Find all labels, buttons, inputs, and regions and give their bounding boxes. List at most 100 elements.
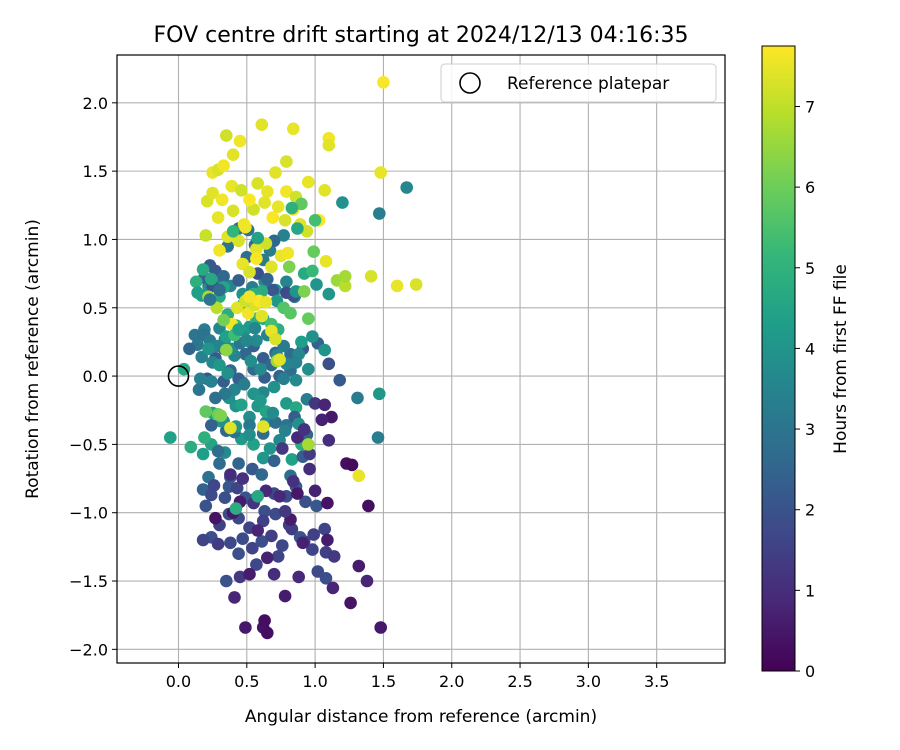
data-point: [213, 457, 226, 470]
data-point: [218, 491, 232, 505]
data-point: [236, 532, 249, 545]
data-point: [291, 222, 304, 235]
data-point: [280, 185, 293, 198]
data-point: [251, 231, 264, 245]
data-point: [250, 242, 263, 256]
data-point: [409, 278, 423, 291]
data-point: [295, 335, 308, 349]
data-point: [277, 229, 291, 242]
y-axis-ticks: −2.0 −1.5 −1.0 −0.5 0.0 0.5 1.0 1.5 2.0: [69, 94, 117, 659]
data-point: [221, 367, 234, 380]
data-point: [306, 330, 319, 343]
data-point: [292, 570, 306, 584]
data-point: [374, 166, 388, 179]
data-point: [235, 398, 248, 412]
data-point: [205, 272, 218, 286]
data-point: [352, 559, 366, 573]
data-point: [297, 423, 311, 436]
data-point: [322, 357, 336, 371]
data-point: [236, 472, 249, 485]
data-point: [302, 362, 315, 376]
data-point: [256, 514, 270, 528]
data-point: [206, 186, 219, 200]
data-point: [202, 342, 215, 356]
x-tick-label: 1.5: [371, 672, 396, 691]
data-point: [308, 484, 322, 498]
data-point: [255, 309, 269, 323]
data-point: [255, 535, 269, 548]
data-point: [291, 487, 304, 500]
data-point: [261, 272, 274, 286]
plot-frame: [116, 54, 726, 664]
data-point: [226, 225, 240, 238]
data-point: [289, 356, 303, 369]
colorbar-tick-label: 4: [805, 339, 815, 358]
data-point: [196, 447, 210, 461]
y-axis-label: Rotation from reference (arcmin): [23, 219, 43, 499]
data-point: [239, 621, 252, 634]
data-point: [373, 387, 386, 401]
data-point: [318, 184, 332, 197]
data-point: [232, 234, 245, 248]
data-point: [287, 122, 300, 136]
data-point: [377, 76, 390, 89]
data-point: [322, 434, 336, 447]
data-point: [285, 201, 299, 215]
data-point: [276, 442, 289, 455]
data-point: [266, 283, 280, 297]
data-point: [250, 334, 263, 347]
data-point: [235, 184, 248, 197]
data-point: [278, 589, 292, 603]
data-point: [310, 499, 323, 513]
data-point: [280, 155, 293, 168]
data-point: [213, 244, 226, 257]
data-point: [364, 270, 378, 283]
chart-title: FOV centre drift starting at 2024/12/13 …: [154, 23, 689, 48]
data-point: [400, 181, 414, 194]
data-point: [289, 373, 303, 387]
data-point: [338, 270, 352, 283]
data-point: [205, 375, 218, 388]
data-points: [164, 76, 423, 640]
data-point: [281, 246, 295, 260]
data-point: [261, 551, 274, 565]
y-tick-label: 0.5: [83, 299, 108, 318]
data-point: [352, 469, 366, 483]
data-point: [302, 438, 315, 451]
data-point: [228, 591, 241, 604]
x-tick-label: 2.0: [439, 672, 464, 691]
data-point: [198, 431, 211, 444]
data-point: [321, 533, 334, 547]
data-point: [306, 543, 319, 556]
data-point: [280, 275, 293, 289]
data-point: [224, 468, 237, 481]
colorbar-tick-label: 7: [805, 97, 815, 116]
data-point: [374, 621, 388, 634]
data-point: [266, 211, 280, 224]
data-point: [344, 596, 357, 610]
data-point: [192, 383, 206, 397]
data-point: [225, 179, 239, 193]
data-point: [207, 479, 221, 492]
data-point: [307, 528, 321, 541]
data-point: [269, 166, 282, 179]
reference-marker-group: [167, 365, 190, 387]
data-point: [267, 454, 281, 468]
data-point: [232, 274, 245, 287]
colorbar-tick-label: 3: [805, 420, 815, 439]
data-point: [205, 488, 218, 502]
data-point: [295, 197, 308, 211]
data-point: [164, 431, 177, 444]
data-point: [362, 499, 375, 513]
data-point: [224, 421, 237, 435]
data-point: [327, 550, 341, 563]
data-point: [246, 462, 259, 476]
data-point: [300, 225, 314, 238]
data-point: [322, 287, 336, 301]
data-point: [273, 353, 286, 367]
x-tick-label: 0.0: [166, 672, 191, 691]
x-axis-label: Angular distance from reference (arcmin): [245, 707, 597, 727]
data-point: [254, 394, 267, 408]
data-point: [373, 207, 386, 220]
data-point: [310, 278, 323, 291]
